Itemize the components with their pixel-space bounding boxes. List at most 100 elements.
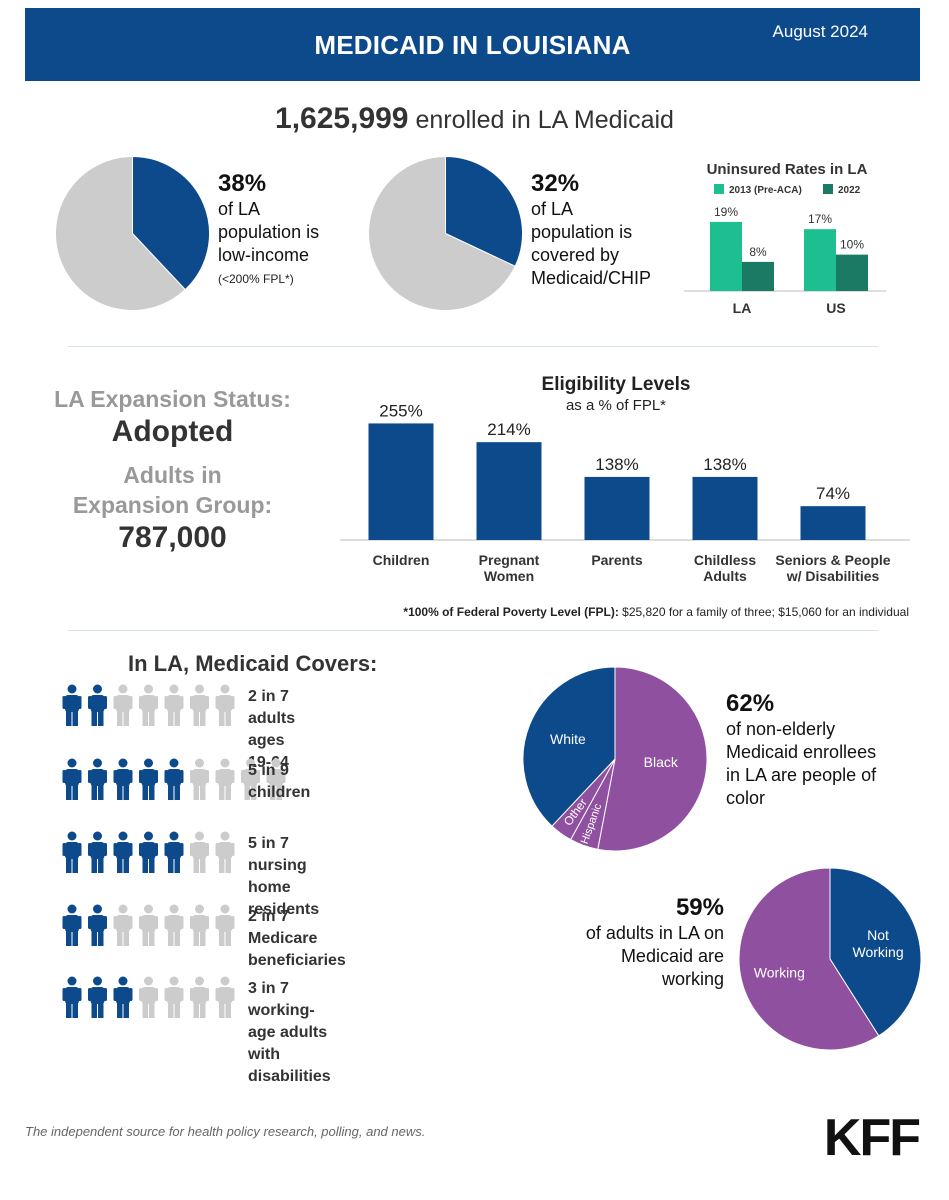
expansion-status-value: Adopted: [111, 415, 234, 448]
poc-percent: 62%: [726, 690, 775, 717]
covers-label: children: [248, 784, 311, 801]
person-icon-filled: [164, 758, 184, 800]
covered-percent: 32%: [531, 170, 580, 197]
person-icon-filled: [62, 758, 82, 800]
low-income-percent: 38%: [218, 170, 267, 197]
uninsured-title: Uninsured Rates in LA: [707, 161, 868, 178]
covered-line2: population is: [531, 222, 633, 242]
expansion-status-block: LA Expansion Status: Adopted Adults in E…: [30, 384, 315, 556]
working-line3: working: [661, 969, 724, 989]
low-income-line3: low-income: [218, 245, 310, 265]
work-slice-working: [738, 867, 880, 1051]
eligibility-bar: [368, 423, 434, 540]
person-icon-empty: [241, 758, 260, 800]
kff-logo: KFF: [823, 1109, 921, 1167]
eligibility-category-label: Women: [484, 568, 534, 584]
poc-line3: in LA are people of: [726, 765, 877, 785]
uninsured-value-label: 8%: [749, 245, 767, 259]
covers-ratio: 5 in 7: [248, 835, 289, 852]
covers-text: 3 in 7 working-age adults with disabilitie…: [248, 978, 331, 1088]
uninsured-value-label: 17%: [808, 212, 832, 226]
low-income-pie: [55, 156, 210, 311]
eligibility-bar: [584, 476, 650, 540]
people-icon-row: [62, 758, 286, 800]
working-line2: Medicaid are: [620, 946, 724, 966]
person-icon-empty: [139, 976, 158, 1018]
people-icon-row: [62, 976, 235, 1018]
person-icon-filled: [139, 831, 158, 873]
eligibility-value-label: 138%: [595, 455, 638, 474]
person-icon-filled: [88, 758, 107, 800]
person-icon-empty: [190, 904, 209, 946]
covers-title: In LA, Medicaid Covers:: [128, 651, 378, 676]
person-icon-filled: [113, 758, 133, 800]
person-icon-filled: [164, 831, 184, 873]
work-slice-label: Working: [853, 944, 904, 960]
covers-row: 3 in 7 working-age adults with disabilitie…: [62, 976, 331, 1085]
uninsured-bar-us-0: [804, 229, 836, 291]
eligibility-bar: [692, 476, 758, 540]
poc-stat: 62% of non-elderly Medicaid enrollees in…: [726, 690, 876, 810]
low-income-stat: 38% of LA population is low-income (<200…: [218, 170, 319, 286]
working-line1: of adults in LA on: [585, 923, 724, 943]
eligibility-category-label: w/ Disabilities: [786, 568, 880, 584]
covers-text: 5 in 9 children: [248, 760, 310, 804]
person-icon-filled: [62, 976, 82, 1018]
race-slice-label: White: [550, 731, 586, 747]
low-income-line1: of LA: [218, 199, 261, 219]
person-icon-empty: [164, 684, 184, 726]
report-date: August 2024: [772, 22, 868, 41]
low-income-line2: population is: [218, 222, 320, 242]
eligibility-title: Eligibility Levels: [542, 374, 691, 395]
person-icon-filled: [139, 758, 158, 800]
eligibility-bar: [476, 442, 542, 540]
person-icon-filled: [113, 831, 133, 873]
covers-ratio: 2 in 7: [248, 908, 289, 925]
covers-label: nursing home residents: [248, 857, 320, 918]
person-icon-empty: [215, 684, 235, 726]
fpl-footnote-text: $25,820 for a family of three; $15,060 f…: [618, 605, 909, 619]
person-icon-empty: [266, 758, 286, 800]
eligibility-category-label: Parents: [591, 552, 643, 568]
expansion-status-label: LA Expansion Status:: [54, 386, 291, 412]
person-icon-empty: [190, 758, 209, 800]
person-icon-empty: [215, 831, 235, 873]
covers-text: 2 in 7 Medicare beneficiaries: [248, 906, 346, 972]
people-icon-row: [62, 684, 235, 726]
divider-1: [68, 346, 878, 347]
pie-slice-other: [368, 156, 516, 311]
work-slice-label: Working: [754, 964, 805, 980]
uninsured-bar-la-0: [710, 221, 742, 291]
uninsured-bar-la-1: [742, 261, 774, 291]
working-percent: 59%: [675, 894, 724, 921]
race-slice-label: Black: [644, 754, 679, 770]
covered-line1: of LA: [531, 199, 574, 219]
person-icon-filled: [62, 684, 82, 726]
legend-swatch-2013: [714, 184, 724, 194]
eligibility-value-label: 74%: [816, 484, 850, 503]
people-icon-row: [62, 904, 235, 946]
legend-label-2022: 2022: [838, 185, 861, 196]
covers-label-2: with disabilities: [248, 1046, 331, 1085]
covers-row: 2 in 7 adults ages 19-64: [62, 684, 297, 771]
enrolled-number: 1,625,999: [275, 102, 409, 135]
covers-text: 2 in 7 adults ages 19-64: [248, 686, 297, 774]
race-slice-white: [522, 666, 616, 827]
page-title: MEDICAID IN LOUISIANA: [314, 30, 631, 60]
enrolled-headline: 1,625,999 enrolled in LA Medicaid: [0, 102, 949, 136]
work-slice-not-working: [829, 867, 922, 1037]
person-icon-empty: [215, 904, 235, 946]
uninsured-category-label: LA: [733, 300, 752, 316]
eligibility-subtitle: as a % of FPL*: [566, 397, 666, 414]
covered-line4: Medicaid/CHIP: [531, 268, 652, 288]
fpl-footnote: *100% of Federal Poverty Level (FPL): $2…: [403, 605, 909, 619]
divider-2: [68, 630, 878, 631]
header-banner: MEDICAID IN LOUISIANA August 2024: [25, 8, 920, 81]
person-icon-filled: [88, 831, 107, 873]
covers-ratio: 2 in 7: [248, 688, 289, 705]
person-icon-filled: [88, 684, 107, 726]
person-icon-empty: [215, 976, 235, 1018]
person-icon-empty: [113, 904, 133, 946]
